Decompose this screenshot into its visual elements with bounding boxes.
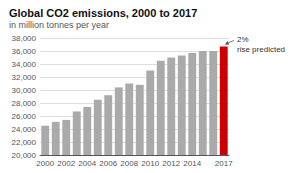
svg-text:2006: 2006 xyxy=(99,159,117,168)
svg-text:2010: 2010 xyxy=(141,159,159,168)
svg-text:2004: 2004 xyxy=(78,159,96,168)
svg-text:2014: 2014 xyxy=(183,159,201,168)
svg-text:2000: 2000 xyxy=(36,159,54,168)
svg-text:2002: 2002 xyxy=(57,159,75,168)
svg-text:34,000: 34,000 xyxy=(12,60,37,69)
svg-text:32,000: 32,000 xyxy=(12,73,37,82)
svg-text:38,000: 38,000 xyxy=(12,34,37,43)
svg-text:30,000: 30,000 xyxy=(12,86,37,95)
svg-text:2%: 2% xyxy=(237,35,249,44)
svg-text:22,000: 22,000 xyxy=(12,138,37,147)
svg-text:2017: 2017 xyxy=(215,159,233,168)
svg-text:Global CO2 emissions, 2000 to: Global CO2 emissions, 2000 to 2017 xyxy=(9,7,197,19)
svg-text:24,000: 24,000 xyxy=(12,125,37,134)
svg-text:2008: 2008 xyxy=(120,159,138,168)
svg-text:36,000: 36,000 xyxy=(12,47,37,56)
svg-text:28,000: 28,000 xyxy=(12,99,37,108)
svg-text:in million tonnes per year: in million tonnes per year xyxy=(9,20,109,30)
svg-text:26,000: 26,000 xyxy=(12,112,37,121)
svg-text:rise predicted: rise predicted xyxy=(237,45,285,54)
svg-text:20,000: 20,000 xyxy=(12,151,37,160)
svg-text:2012: 2012 xyxy=(162,159,180,168)
